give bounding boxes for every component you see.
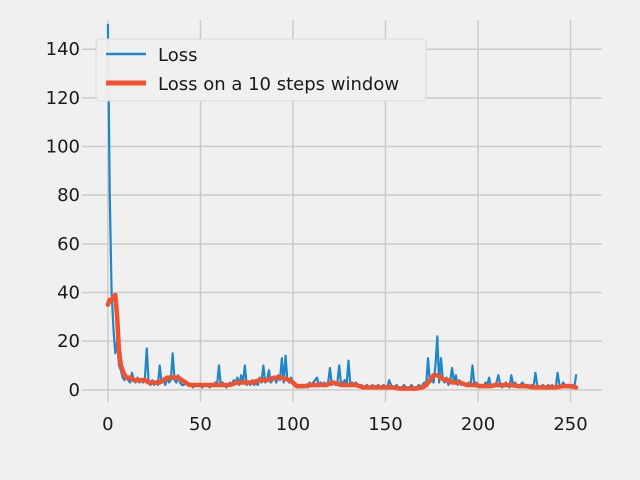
y-tick-label: 40 bbox=[57, 283, 80, 304]
legend-label-loss: Loss bbox=[158, 45, 197, 66]
y-tick-label: 0 bbox=[69, 380, 80, 401]
legend-label-window: Loss on a 10 steps window bbox=[158, 74, 399, 95]
y-axis-ticks: 0 20 40 60 80 100 120 140 bbox=[46, 39, 80, 401]
x-tick-label: 50 bbox=[189, 414, 212, 435]
x-tick-label: 0 bbox=[102, 414, 113, 435]
y-tick-label: 60 bbox=[57, 234, 80, 255]
y-tick-label: 100 bbox=[46, 137, 80, 158]
y-tick-label: 140 bbox=[46, 39, 80, 60]
x-tick-label: 200 bbox=[461, 414, 495, 435]
legend: Loss Loss on a 10 steps window bbox=[95, 38, 427, 102]
x-axis-ticks: 0 50 100 150 200 250 bbox=[102, 414, 588, 435]
y-tick-label: 20 bbox=[57, 331, 80, 352]
x-tick-label: 100 bbox=[276, 414, 310, 435]
legend-box bbox=[95, 38, 427, 102]
y-tick-label: 80 bbox=[57, 185, 80, 206]
x-tick-label: 150 bbox=[368, 414, 402, 435]
series-line-window bbox=[105, 292, 579, 391]
series-lines bbox=[105, 23, 579, 391]
y-tick-label: 120 bbox=[46, 88, 80, 109]
x-tick-label: 250 bbox=[553, 414, 587, 435]
